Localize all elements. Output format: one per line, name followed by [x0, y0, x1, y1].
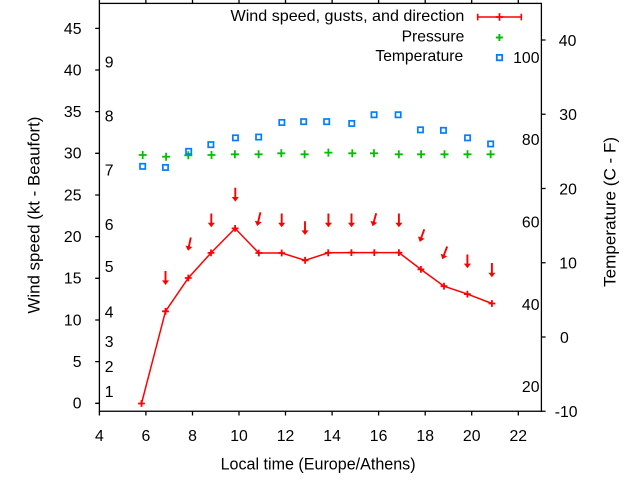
- svg-text:3: 3: [105, 334, 114, 351]
- svg-text:-10: -10: [555, 404, 578, 421]
- svg-text:10: 10: [64, 312, 82, 329]
- svg-text:22: 22: [510, 428, 528, 445]
- svg-text:40: 40: [559, 33, 577, 50]
- svg-text:1: 1: [105, 384, 114, 401]
- svg-text:30: 30: [64, 146, 82, 163]
- svg-text:Wind speed, gusts, and directi: Wind speed, gusts, and direction: [231, 8, 465, 25]
- svg-text:6: 6: [105, 217, 114, 234]
- svg-text:45: 45: [64, 21, 82, 38]
- svg-text:8: 8: [105, 108, 114, 125]
- svg-text:40: 40: [64, 62, 82, 79]
- svg-text:18: 18: [416, 428, 434, 445]
- svg-text:20: 20: [522, 379, 540, 396]
- svg-text:4: 4: [95, 428, 104, 445]
- svg-text:100: 100: [513, 50, 540, 67]
- svg-text:0: 0: [73, 396, 82, 413]
- svg-text:9: 9: [105, 55, 114, 72]
- svg-text:2: 2: [105, 359, 114, 376]
- svg-text:20: 20: [559, 181, 577, 198]
- svg-text:5: 5: [105, 259, 114, 276]
- svg-text:Temperature: Temperature: [375, 48, 463, 65]
- svg-text:Local time (Europe/Athens): Local time (Europe/Athens): [221, 455, 416, 474]
- svg-text:15: 15: [64, 271, 82, 288]
- svg-text:5: 5: [73, 354, 82, 371]
- svg-text:7: 7: [105, 162, 114, 179]
- svg-text:0: 0: [560, 330, 569, 347]
- svg-text:10: 10: [230, 428, 248, 445]
- svg-text:Temperature (C - F): Temperature (C - F): [601, 137, 620, 287]
- svg-text:80: 80: [522, 132, 540, 149]
- svg-text:Wind speed (kt - Beaufort): Wind speed (kt - Beaufort): [24, 117, 43, 314]
- svg-text:20: 20: [463, 428, 481, 445]
- svg-text:25: 25: [64, 187, 82, 204]
- svg-text:12: 12: [277, 428, 295, 445]
- svg-text:6: 6: [142, 428, 151, 445]
- svg-text:4: 4: [105, 305, 114, 322]
- svg-text:Pressure: Pressure: [402, 29, 465, 46]
- svg-text:30: 30: [559, 107, 577, 124]
- svg-text:35: 35: [64, 104, 82, 121]
- svg-text:60: 60: [522, 215, 540, 232]
- svg-text:10: 10: [559, 256, 577, 273]
- svg-text:20: 20: [64, 229, 82, 246]
- svg-text:40: 40: [522, 297, 540, 314]
- svg-text:8: 8: [188, 428, 197, 445]
- svg-text:16: 16: [370, 428, 388, 445]
- svg-text:14: 14: [323, 428, 341, 445]
